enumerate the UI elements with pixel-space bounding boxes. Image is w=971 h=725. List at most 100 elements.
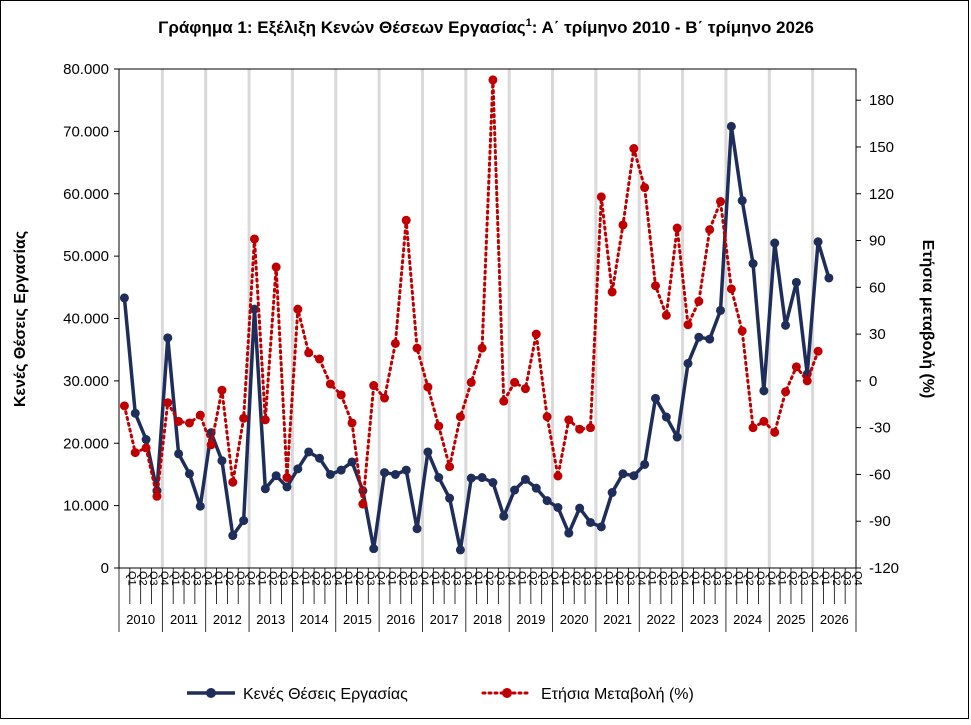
annual-change-point-33	[477, 343, 487, 353]
quarter-label: Q4	[461, 571, 473, 586]
vacancies-point-59	[759, 386, 769, 396]
annual-change-point-1	[130, 448, 140, 458]
vacancies-point-51	[672, 432, 682, 442]
chart-title-superscript: 1	[526, 17, 532, 29]
quarter-label: Q3	[190, 571, 202, 586]
quarter-label: Q2	[613, 571, 625, 586]
annual-change-point-16	[293, 304, 303, 314]
vacancies-point-45	[607, 488, 617, 498]
quarter-label: Q1	[559, 571, 571, 586]
annual-change-point-44	[596, 192, 606, 202]
annual-change-point-35	[499, 396, 509, 406]
year-label-2015: 2015	[343, 612, 372, 627]
annual-change-point-13	[260, 415, 270, 425]
annual-change-point-31	[455, 412, 465, 422]
vacancies-point-40	[553, 503, 563, 512]
annual-change-point-19	[325, 379, 335, 389]
series-line-vacancies	[122, 124, 831, 552]
vacancies-point-7	[195, 501, 205, 511]
annual-change-point-5	[174, 416, 184, 426]
quarter-label: Q1	[819, 571, 831, 586]
vacancies-point-37	[520, 474, 530, 484]
annual-change-point-47	[629, 144, 639, 154]
left-axis-title: Κενές Θέσεις Εργασίας	[12, 231, 29, 407]
quarter-label: Q3	[147, 571, 159, 586]
vacancies-point-10	[228, 531, 238, 541]
vacancies-point-42	[575, 503, 585, 513]
annual-change-point-58	[748, 423, 758, 433]
annual-change-point-22	[358, 499, 368, 509]
vacancies-point-29	[434, 473, 444, 483]
legend-marker-annual-change	[502, 688, 512, 698]
quarter-label: Q1	[255, 571, 267, 586]
vacancies-point-17	[304, 447, 314, 457]
annual-change-point-54	[705, 225, 715, 235]
annual-change-point-25	[390, 338, 400, 348]
annual-change-point-60	[770, 427, 780, 437]
quarter-label: Q3	[667, 571, 679, 586]
right-axis-tick-label: 30	[869, 326, 886, 343]
quarter-label: Q3	[451, 571, 463, 586]
vacancies-point-5	[174, 449, 184, 459]
year-label-2026: 2026	[820, 612, 849, 627]
annual-change-point-4	[163, 398, 173, 408]
year-label-2011: 2011	[170, 612, 198, 627]
chart-title-rest: : Α΄ τρίμηνο 2010 - Β΄ τρίμηνο 2026	[532, 18, 814, 37]
annual-change-point-63	[802, 376, 812, 386]
year-label-2013: 2013	[256, 612, 285, 627]
right-axis-tick-label: -120	[869, 560, 899, 577]
vacancies-point-35	[499, 511, 509, 521]
quarter-label: Q3	[537, 571, 549, 586]
quarter-label: Q2	[136, 571, 148, 586]
quarter-label: Q1	[516, 571, 528, 586]
annual-change-point-51	[672, 223, 682, 233]
quarter-label: Q1	[732, 571, 744, 586]
quarter-label: Q3	[581, 571, 593, 586]
annual-change-point-37	[520, 384, 530, 394]
quarter-label: Q2	[440, 571, 452, 586]
legend-label-annual-change: Ετήσια Μεταβολή (%)	[541, 686, 694, 703]
annual-change-point-29	[434, 421, 444, 431]
left-axis-tick-label: 10.000	[63, 498, 109, 515]
annual-change-point-23	[369, 381, 379, 391]
annual-change-point-55	[716, 197, 726, 207]
right-axis-tick-label: -30	[869, 420, 891, 437]
vacancies-point-31	[455, 545, 465, 555]
vacancies-point-65	[824, 273, 834, 283]
legend: Κενές Θέσεις Εργασίας Ετήσια Μεταβολή (%…	[187, 686, 694, 703]
quarter-label: Q3	[754, 571, 766, 586]
annual-change-point-32	[466, 377, 476, 387]
annual-change-point-42	[575, 424, 585, 434]
vacancies-point-57	[737, 196, 747, 206]
quarter-label: Q3	[841, 571, 853, 586]
annual-change-point-43	[585, 423, 595, 433]
vacancies-point-30	[445, 493, 455, 503]
quarter-label: Q4	[591, 571, 603, 586]
year-label-2018: 2018	[473, 612, 502, 627]
right-axis-tick-label: 0	[869, 373, 877, 390]
quarter-label: Q4	[418, 571, 430, 586]
left-axis-tick-label: 30.000	[63, 373, 109, 390]
vacancies-point-20	[336, 465, 346, 475]
vacancies-point-56	[726, 121, 736, 131]
quarter-label: Q3	[364, 571, 376, 586]
left-axis-tick-label: 20.000	[63, 435, 109, 452]
annual-change-point-50	[661, 310, 671, 320]
vacancies-point-41	[564, 528, 574, 538]
annual-change-point-21	[347, 418, 357, 428]
quarter-label: Q2	[180, 571, 192, 586]
annual-change-point-20	[336, 390, 346, 400]
annual-change-point-7	[195, 410, 205, 420]
vacancies-point-34	[488, 478, 498, 488]
quarter-label: Q1	[125, 571, 137, 586]
quarter-label: Q2	[266, 571, 278, 586]
quarter-label: Q1	[472, 571, 484, 586]
quarter-label: Q4	[505, 571, 517, 586]
quarter-label: Q4	[201, 571, 213, 586]
annual-change-point-11	[239, 413, 249, 423]
annual-change-point-34	[488, 75, 498, 85]
year-label-2020: 2020	[560, 612, 589, 627]
vacancies-point-58	[748, 259, 758, 269]
vacancies-point-43	[585, 517, 595, 527]
